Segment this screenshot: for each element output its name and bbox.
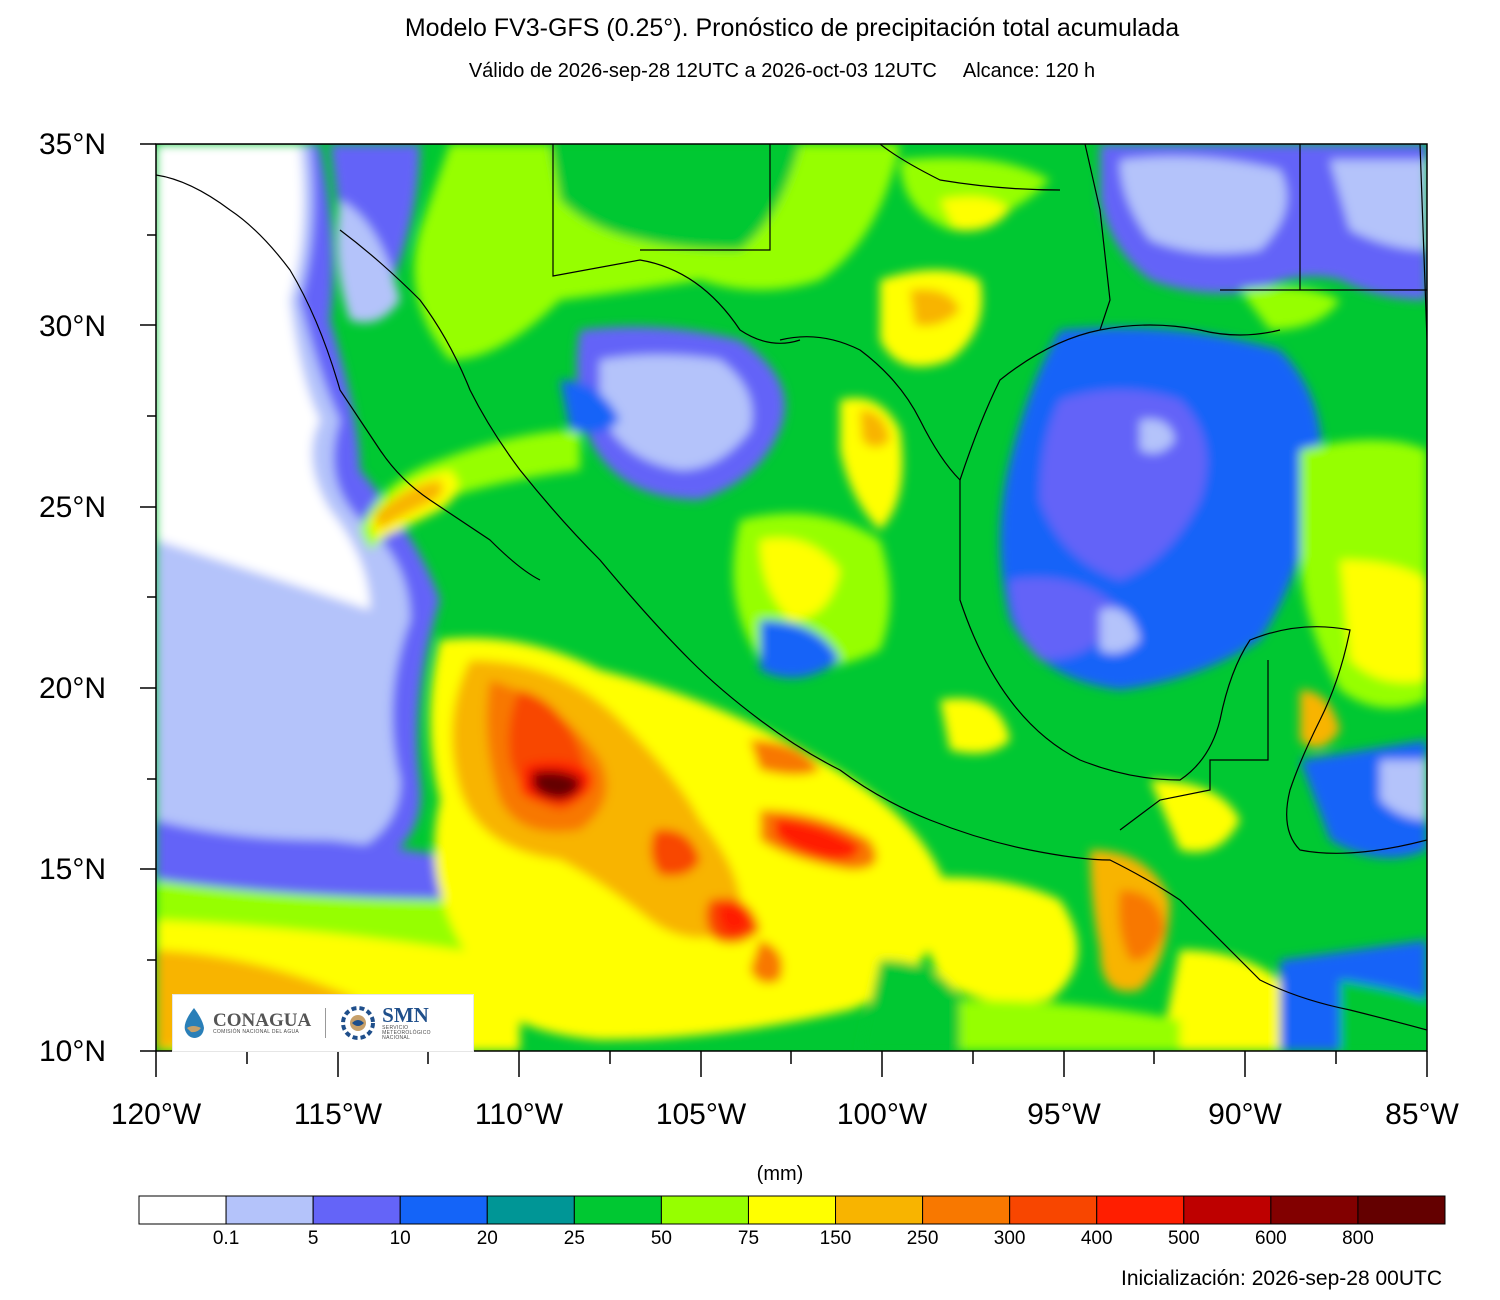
lat-label-25: 25°N [38, 491, 106, 524]
colorbar-swatch [399, 1195, 488, 1225]
lon-label-90w: 90°W [1208, 1098, 1282, 1131]
smn-logo-subtext: SERVICIO METEOROLÓGICO NACIONAL [382, 1025, 431, 1041]
colorbar-tick-label: 500 [1167, 1228, 1200, 1249]
lon-label-105w: 105°W [655, 1098, 747, 1131]
colorbar-tick-label: 250 [906, 1228, 939, 1249]
lon-label-95w: 95°W [1027, 1098, 1101, 1131]
colorbar-swatch [1009, 1195, 1098, 1225]
colorbar-swatch [138, 1195, 227, 1225]
initialization-time: Inicialización: 2026-sep-28 00UTC [1121, 1267, 1442, 1290]
colorbar-swatch [1183, 1195, 1272, 1225]
colorbar-units: (mm) [756, 1163, 804, 1185]
colorbar-swatch [486, 1195, 575, 1225]
lat-label-20: 20°N [38, 672, 106, 705]
colorbar-tick-label: 600 [1255, 1228, 1287, 1249]
map-title: Modelo FV3-GFS (0.25°). Pronóstico de pr… [404, 14, 1180, 42]
colorbar-swatch [573, 1195, 662, 1225]
colorbar-tick-label: 25 [563, 1228, 585, 1249]
lat-label-15: 15°N [38, 853, 106, 886]
smn-logo-text: SMN [382, 1003, 429, 1027]
conagua-logo-subtext: COMISIÓN NACIONAL DEL AGUA [213, 1029, 300, 1035]
colorbar-tick-label: 800 [1342, 1228, 1374, 1249]
lat-label-10: 10°N [38, 1035, 106, 1068]
colorbar-tick-label: 400 [1080, 1228, 1113, 1249]
colorbar-swatch [312, 1195, 401, 1225]
colorbar-tick-label: 300 [993, 1228, 1026, 1249]
colorbar-tick-label: 20 [476, 1228, 498, 1249]
lead-time: Alcance: 120 h [962, 60, 1096, 82]
colorbar-tick-label: 5 [307, 1228, 319, 1249]
lon-label-115w: 115°W [293, 1098, 383, 1131]
conagua-logo-text: CONAGUA [213, 1010, 312, 1031]
colorbar-swatch [660, 1195, 749, 1225]
borders [156, 144, 1427, 1031]
colorbar-swatch [747, 1195, 837, 1225]
colorbar-tick-label: 50 [650, 1228, 672, 1249]
logo-divider [325, 1008, 327, 1038]
logo-box: CONAGUA COMISIÓN NACIONAL DEL AGUA SMN S… [172, 994, 474, 1052]
colorbar-swatch [922, 1195, 1011, 1225]
colorbar-swatch [1270, 1195, 1359, 1225]
conagua-drop-icon [184, 1008, 204, 1038]
colorbar-tick-label: 150 [819, 1228, 852, 1249]
lon-label-85w: 85°W [1385, 1098, 1459, 1131]
colorbar-swatch [225, 1195, 314, 1225]
colorbar-tick-label: 75 [737, 1228, 760, 1249]
lon-label-110w: 110°W [474, 1098, 564, 1131]
precipitation-field [156, 144, 1427, 1051]
lon-label-120w: 120°W [110, 1098, 202, 1131]
valid-period: Válido de 2026-sep-28 12UTC a 2026-oct-0… [468, 60, 937, 82]
map-subtitle: Válido de 2026-sep-28 12UTC a 2026-oct-0… [0, 60, 1500, 83]
colorbar-swatch [1096, 1195, 1185, 1225]
colorbar-tick-label: 10 [389, 1228, 411, 1249]
lon-label-100w: 100°W [836, 1098, 928, 1131]
colorbar-swatch [835, 1195, 924, 1225]
axis-ticks [140, 143, 1428, 1077]
smn-sun-icon [341, 1006, 376, 1040]
lat-label-30: 30°N [38, 310, 106, 343]
colorbar-swatch [1357, 1195, 1446, 1225]
lat-label-35: 35°N [38, 128, 106, 161]
colorbar-tick-label: 0.1 [212, 1228, 240, 1249]
